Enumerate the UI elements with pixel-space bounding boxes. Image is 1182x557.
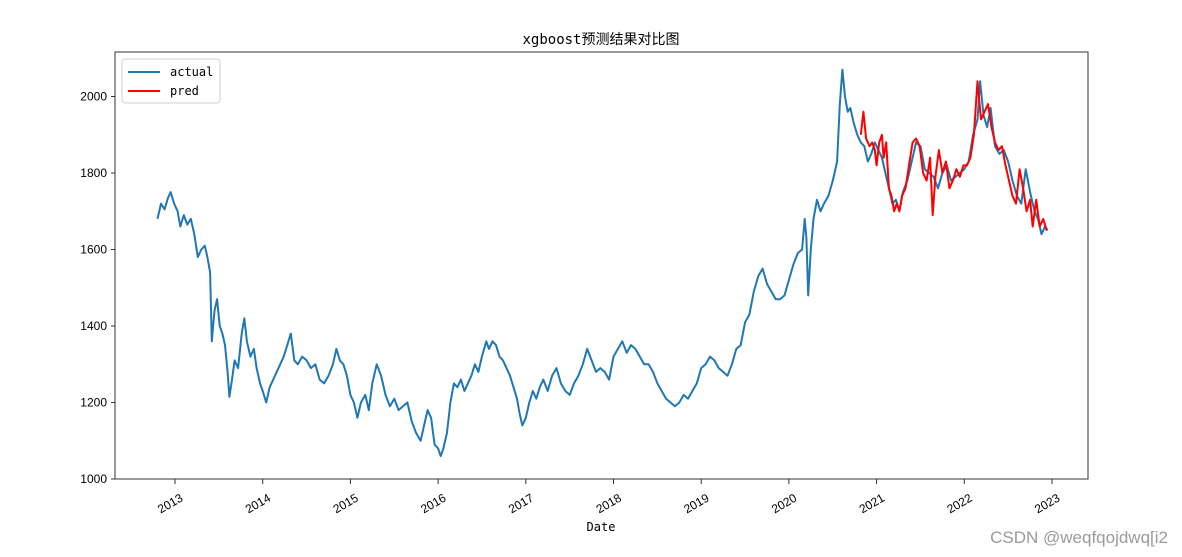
x-tick-label: 2017 xyxy=(506,491,536,517)
x-tick-label: 2019 xyxy=(681,491,711,517)
plot-area xyxy=(114,51,1089,480)
x-tick-label: 2016 xyxy=(418,491,448,517)
watermark: CSDN @weqfqojdwq[i2 xyxy=(990,528,1168,547)
x-tick-label: 2020 xyxy=(769,491,799,517)
x-tick-label: 2023 xyxy=(1032,491,1062,517)
y-tick-label: 1400 xyxy=(80,319,107,333)
chart-title: xgboost预测结果对比图 xyxy=(522,32,679,48)
axes-frame xyxy=(114,51,1089,480)
x-axis: 2013 2014 2015 2016 2017 2018 2019 2020 2021 2022… xyxy=(155,479,1063,517)
y-axis: 1000 1200 1400 1600 1800 2000 xyxy=(80,90,115,486)
x-tick-label: 2014 xyxy=(243,491,273,517)
legend-pred-label: pred xyxy=(170,84,199,98)
y-tick-label: 1200 xyxy=(80,396,107,410)
legend: actual pred xyxy=(121,58,221,104)
x-tick-label: 2021 xyxy=(857,491,887,517)
x-axis-label: Date xyxy=(587,520,616,534)
x-tick-label: 2013 xyxy=(155,491,185,517)
series-pred-line xyxy=(859,80,1048,231)
y-tick-label: 1800 xyxy=(80,166,107,180)
x-tick-label: 2015 xyxy=(331,491,361,517)
x-tick-label: 2022 xyxy=(944,491,974,517)
x-tick-label: 2018 xyxy=(594,491,624,517)
y-tick-label: 1600 xyxy=(80,243,107,257)
y-tick-label: 1000 xyxy=(80,472,107,486)
y-tick-label: 2000 xyxy=(80,90,107,104)
legend-actual-label: actual xyxy=(170,65,213,79)
